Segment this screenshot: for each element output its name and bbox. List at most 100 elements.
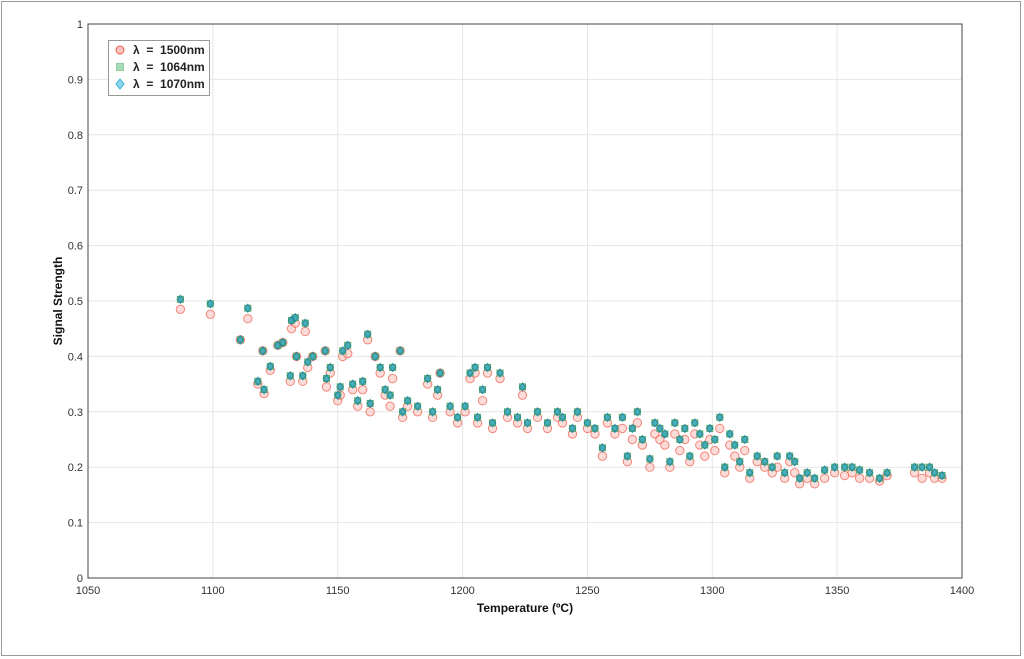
point-1070nm <box>690 418 699 428</box>
point-1070nm <box>176 294 185 305</box>
point-1070nm <box>543 418 552 428</box>
point-1070nm <box>488 418 497 428</box>
point-1070nm <box>503 406 512 417</box>
point-1070nm <box>918 462 926 473</box>
point-1070nm <box>236 334 245 345</box>
point-1070nm <box>820 465 829 475</box>
legend-item-1500nm: λ = 1500nm <box>109 41 209 58</box>
point-1070nm <box>363 329 372 340</box>
point-1500nm <box>715 423 725 434</box>
point-1500nm <box>517 390 528 400</box>
point-1070nm <box>471 362 479 373</box>
point-1070nm <box>803 467 812 478</box>
point-1070nm <box>398 406 407 417</box>
point-1070nm <box>665 456 674 467</box>
point-1070nm <box>523 418 532 428</box>
point-1070nm <box>745 467 754 478</box>
point-1070nm <box>925 462 934 473</box>
point-1070nm <box>753 451 762 461</box>
point-1070nm <box>336 382 345 392</box>
point-1070nm <box>633 406 642 417</box>
point-1070nm <box>660 429 669 439</box>
y-axis-label: Signal Strength <box>51 257 65 346</box>
x-tick-label: 1100 <box>201 585 225 597</box>
point-1070nm <box>423 373 432 384</box>
point-1070nm <box>685 451 694 461</box>
point-1070nm <box>206 298 215 309</box>
point-1070nm <box>366 398 375 409</box>
point-1070nm <box>725 429 734 439</box>
point-1070nm <box>428 406 437 417</box>
y-tick-label: 0.1 <box>68 518 83 530</box>
point-1070nm <box>413 401 422 412</box>
x-tick-label: 1150 <box>326 585 350 597</box>
legend-item-1070nm: λ = 1070nm <box>109 75 209 92</box>
circle-marker-icon <box>113 45 127 55</box>
point-1070nm <box>938 470 946 481</box>
legend-label: λ = 1064nm <box>133 59 205 74</box>
point-1500nm <box>175 304 186 315</box>
point-1070nm <box>573 406 582 417</box>
point-1070nm <box>253 376 262 387</box>
legend-label: λ = 1500nm <box>133 42 205 57</box>
point-1500nm <box>387 373 398 384</box>
point-1070nm <box>496 368 504 378</box>
point-1070nm <box>436 368 444 378</box>
grid <box>87 23 963 579</box>
point-1070nm <box>326 362 335 373</box>
point-1070nm <box>830 462 839 473</box>
point-1070nm <box>303 357 312 367</box>
y-tick-label: 0.4 <box>68 351 83 363</box>
square-marker-icon <box>113 62 127 72</box>
point-1070nm <box>301 318 310 328</box>
point-1070nm <box>628 423 637 434</box>
point-1070nm <box>583 418 592 428</box>
point-1070nm <box>773 451 782 461</box>
point-1070nm <box>591 423 599 434</box>
point-1070nm <box>910 462 919 473</box>
point-1070nm <box>518 382 527 392</box>
point-1070nm <box>333 390 342 400</box>
point-1070nm <box>865 467 874 478</box>
point-1070nm <box>433 384 442 395</box>
point-1070nm <box>735 456 744 467</box>
y-tick-label: 0.9 <box>68 74 83 86</box>
point-1070nm <box>780 467 789 478</box>
point-1500nm <box>617 423 628 434</box>
point-1070nm <box>483 362 492 373</box>
point-1070nm <box>343 340 352 351</box>
point-1500nm <box>385 401 395 411</box>
point-1500nm <box>710 445 720 456</box>
point-1500nm <box>243 314 253 324</box>
y-tick-label: 0.6 <box>68 241 83 253</box>
point-1070nm <box>381 384 390 395</box>
point-1070nm <box>266 361 275 372</box>
x-tick-label: 1050 <box>76 585 100 597</box>
point-1500nm <box>357 384 368 395</box>
point-1070nm <box>466 368 474 378</box>
x-tick-label: 1200 <box>450 585 474 597</box>
point-1500nm <box>645 462 655 472</box>
point-1070nm <box>558 412 567 423</box>
data-points <box>175 294 947 489</box>
point-1070nm <box>618 412 627 423</box>
x-tick-label: 1250 <box>575 585 599 597</box>
point-1070nm <box>533 406 542 417</box>
point-1070nm <box>298 370 307 381</box>
y-tick-label: 0.2 <box>68 462 83 474</box>
point-1070nm <box>715 412 724 423</box>
point-1070nm <box>358 376 367 387</box>
point-1070nm <box>376 362 385 373</box>
point-1070nm <box>930 467 939 478</box>
point-1070nm <box>785 451 794 461</box>
point-1070nm <box>680 423 689 434</box>
point-1070nm <box>720 462 729 473</box>
point-1070nm <box>810 473 819 484</box>
point-1070nm <box>446 401 454 412</box>
point-1070nm <box>875 473 884 484</box>
point-1070nm <box>760 456 769 467</box>
y-tick-label: 0.7 <box>68 185 83 197</box>
point-1070nm <box>478 384 487 395</box>
point-1070nm <box>656 423 664 434</box>
point-1070nm <box>638 434 647 445</box>
